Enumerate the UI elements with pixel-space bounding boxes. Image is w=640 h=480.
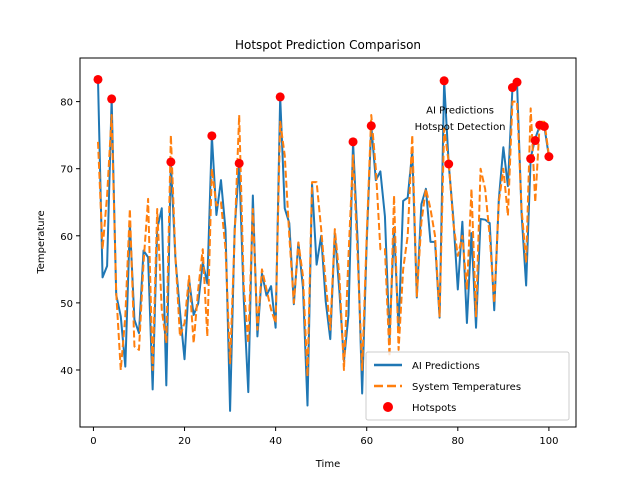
y-tick-label: 80: [60, 98, 73, 109]
hotspot-point: [444, 159, 454, 169]
legend-swatch-hotspots: [383, 402, 393, 412]
annotation-text: AI Predictions: [426, 106, 494, 117]
x-tick-label: 0: [90, 436, 96, 447]
legend-label-ai-predictions: AI Predictions: [412, 361, 480, 372]
y-tick-label: 50: [60, 299, 73, 310]
hotspot-point: [439, 76, 449, 86]
x-tick-label: 40: [269, 436, 282, 447]
x-axis: 0 20 40 60 80 100: [90, 427, 558, 447]
hotspot-point: [539, 121, 549, 131]
hotspot-point: [526, 154, 536, 164]
x-tick-label: 20: [178, 436, 191, 447]
legend: AI Predictions System Temperatures Hotsp…: [365, 351, 570, 421]
hotspot-point: [512, 77, 522, 87]
annotation-text: Hotspot Detection: [415, 122, 506, 133]
hotspot-point: [166, 157, 176, 167]
y-tick-label: 40: [60, 366, 73, 377]
hotspot-point: [348, 137, 358, 147]
hotspot-point: [234, 158, 244, 168]
legend-label-hotspots: Hotspots: [412, 403, 456, 414]
hotspot-point: [275, 92, 285, 102]
annotations: AI Predictions Hotspot Detection: [415, 106, 506, 133]
y-tick-label: 70: [60, 165, 73, 176]
x-tick-label: 60: [360, 436, 373, 447]
hotspot-point: [93, 74, 103, 84]
y-axis: 40 50 60 70 80: [60, 98, 80, 377]
hotspot-point: [207, 131, 217, 141]
plot-frame: [79, 57, 577, 428]
plot-area: [93, 74, 554, 412]
legend-box: [365, 351, 570, 421]
series-line-system-temperatures: [96, 100, 550, 378]
x-tick-label: 100: [539, 436, 558, 447]
hotspot-point: [366, 121, 376, 131]
x-tick-label: 80: [451, 436, 464, 447]
y-tick-label: 60: [60, 232, 73, 243]
hotspot-point: [107, 94, 117, 104]
x-axis-title: Time: [315, 459, 340, 470]
hotspot-point: [544, 152, 554, 162]
legend-label-system-temperatures: System Temperatures: [412, 382, 521, 393]
hotspot-point: [530, 136, 540, 146]
chart-title: Hotspot Prediction Comparison: [235, 38, 421, 52]
y-axis-title: Temperature: [36, 210, 47, 274]
